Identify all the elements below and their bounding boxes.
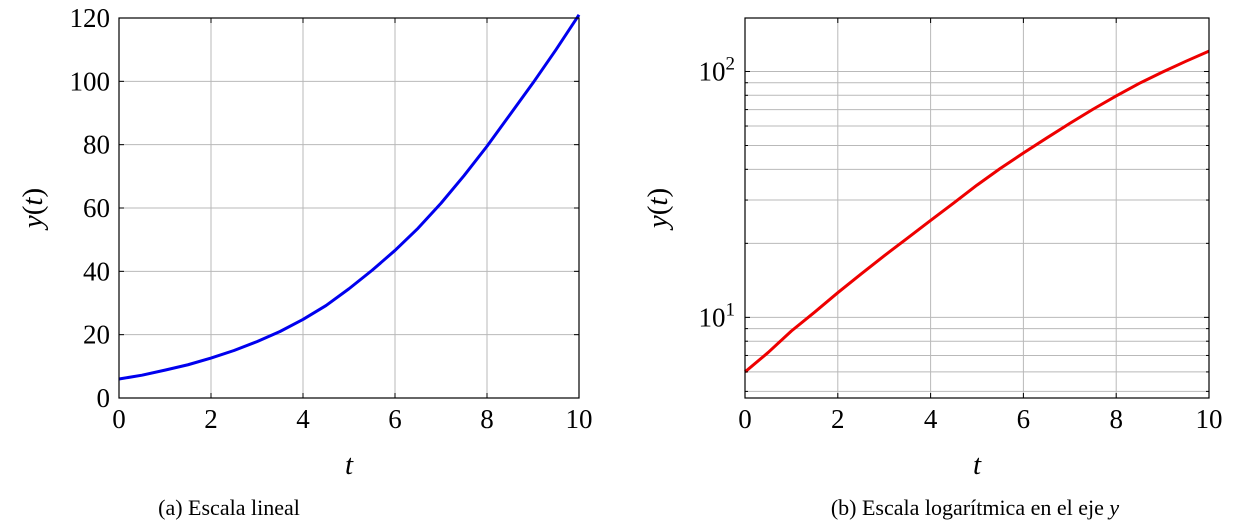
panel-log-scale: 0 2 4 6 8 10 101 102 t y(t) (b) Escala logarítmica… <box>642 17 1223 520</box>
x-tick-label: 0 <box>738 404 752 434</box>
y-tick-label: 20 <box>83 320 110 350</box>
panel-caption: (b) Escala logarítmica en el eje y <box>831 495 1120 520</box>
y-tick-label: 102 <box>699 53 736 86</box>
y-tick-label: 101 <box>699 299 736 332</box>
y-tick-label: 120 <box>70 3 111 33</box>
y-tick-label: 60 <box>83 193 110 223</box>
x-tick-label: 0 <box>112 404 126 434</box>
x-tick-label: 8 <box>480 404 494 434</box>
panel-caption: (a) Escala lineal <box>158 495 300 520</box>
x-tick-label: 2 <box>831 404 845 434</box>
x-tick-label: 10 <box>1196 404 1223 434</box>
x-tick-label: 6 <box>1017 404 1031 434</box>
x-tick-label: 4 <box>924 404 938 434</box>
x-axis-label: t <box>973 449 982 481</box>
plot-frame <box>744 17 1210 399</box>
x-tick-label: 4 <box>296 404 310 434</box>
y-axis-label: y(t) <box>17 188 49 231</box>
x-tick-label: 8 <box>1109 404 1123 434</box>
y-tick-label: 80 <box>83 130 110 160</box>
x-tick-label: 2 <box>204 404 218 434</box>
y-axis-label: y(t) <box>642 188 674 231</box>
x-axis-label: t <box>345 449 354 481</box>
series-line <box>118 14 581 381</box>
series-line <box>744 49 1210 374</box>
y-tick-label: 40 <box>83 256 110 286</box>
y-tick-label: 0 <box>97 383 111 413</box>
x-tick-label: 6 <box>388 404 402 434</box>
y-tick-label: 100 <box>70 66 111 96</box>
x-tick-label: 10 <box>566 404 593 434</box>
